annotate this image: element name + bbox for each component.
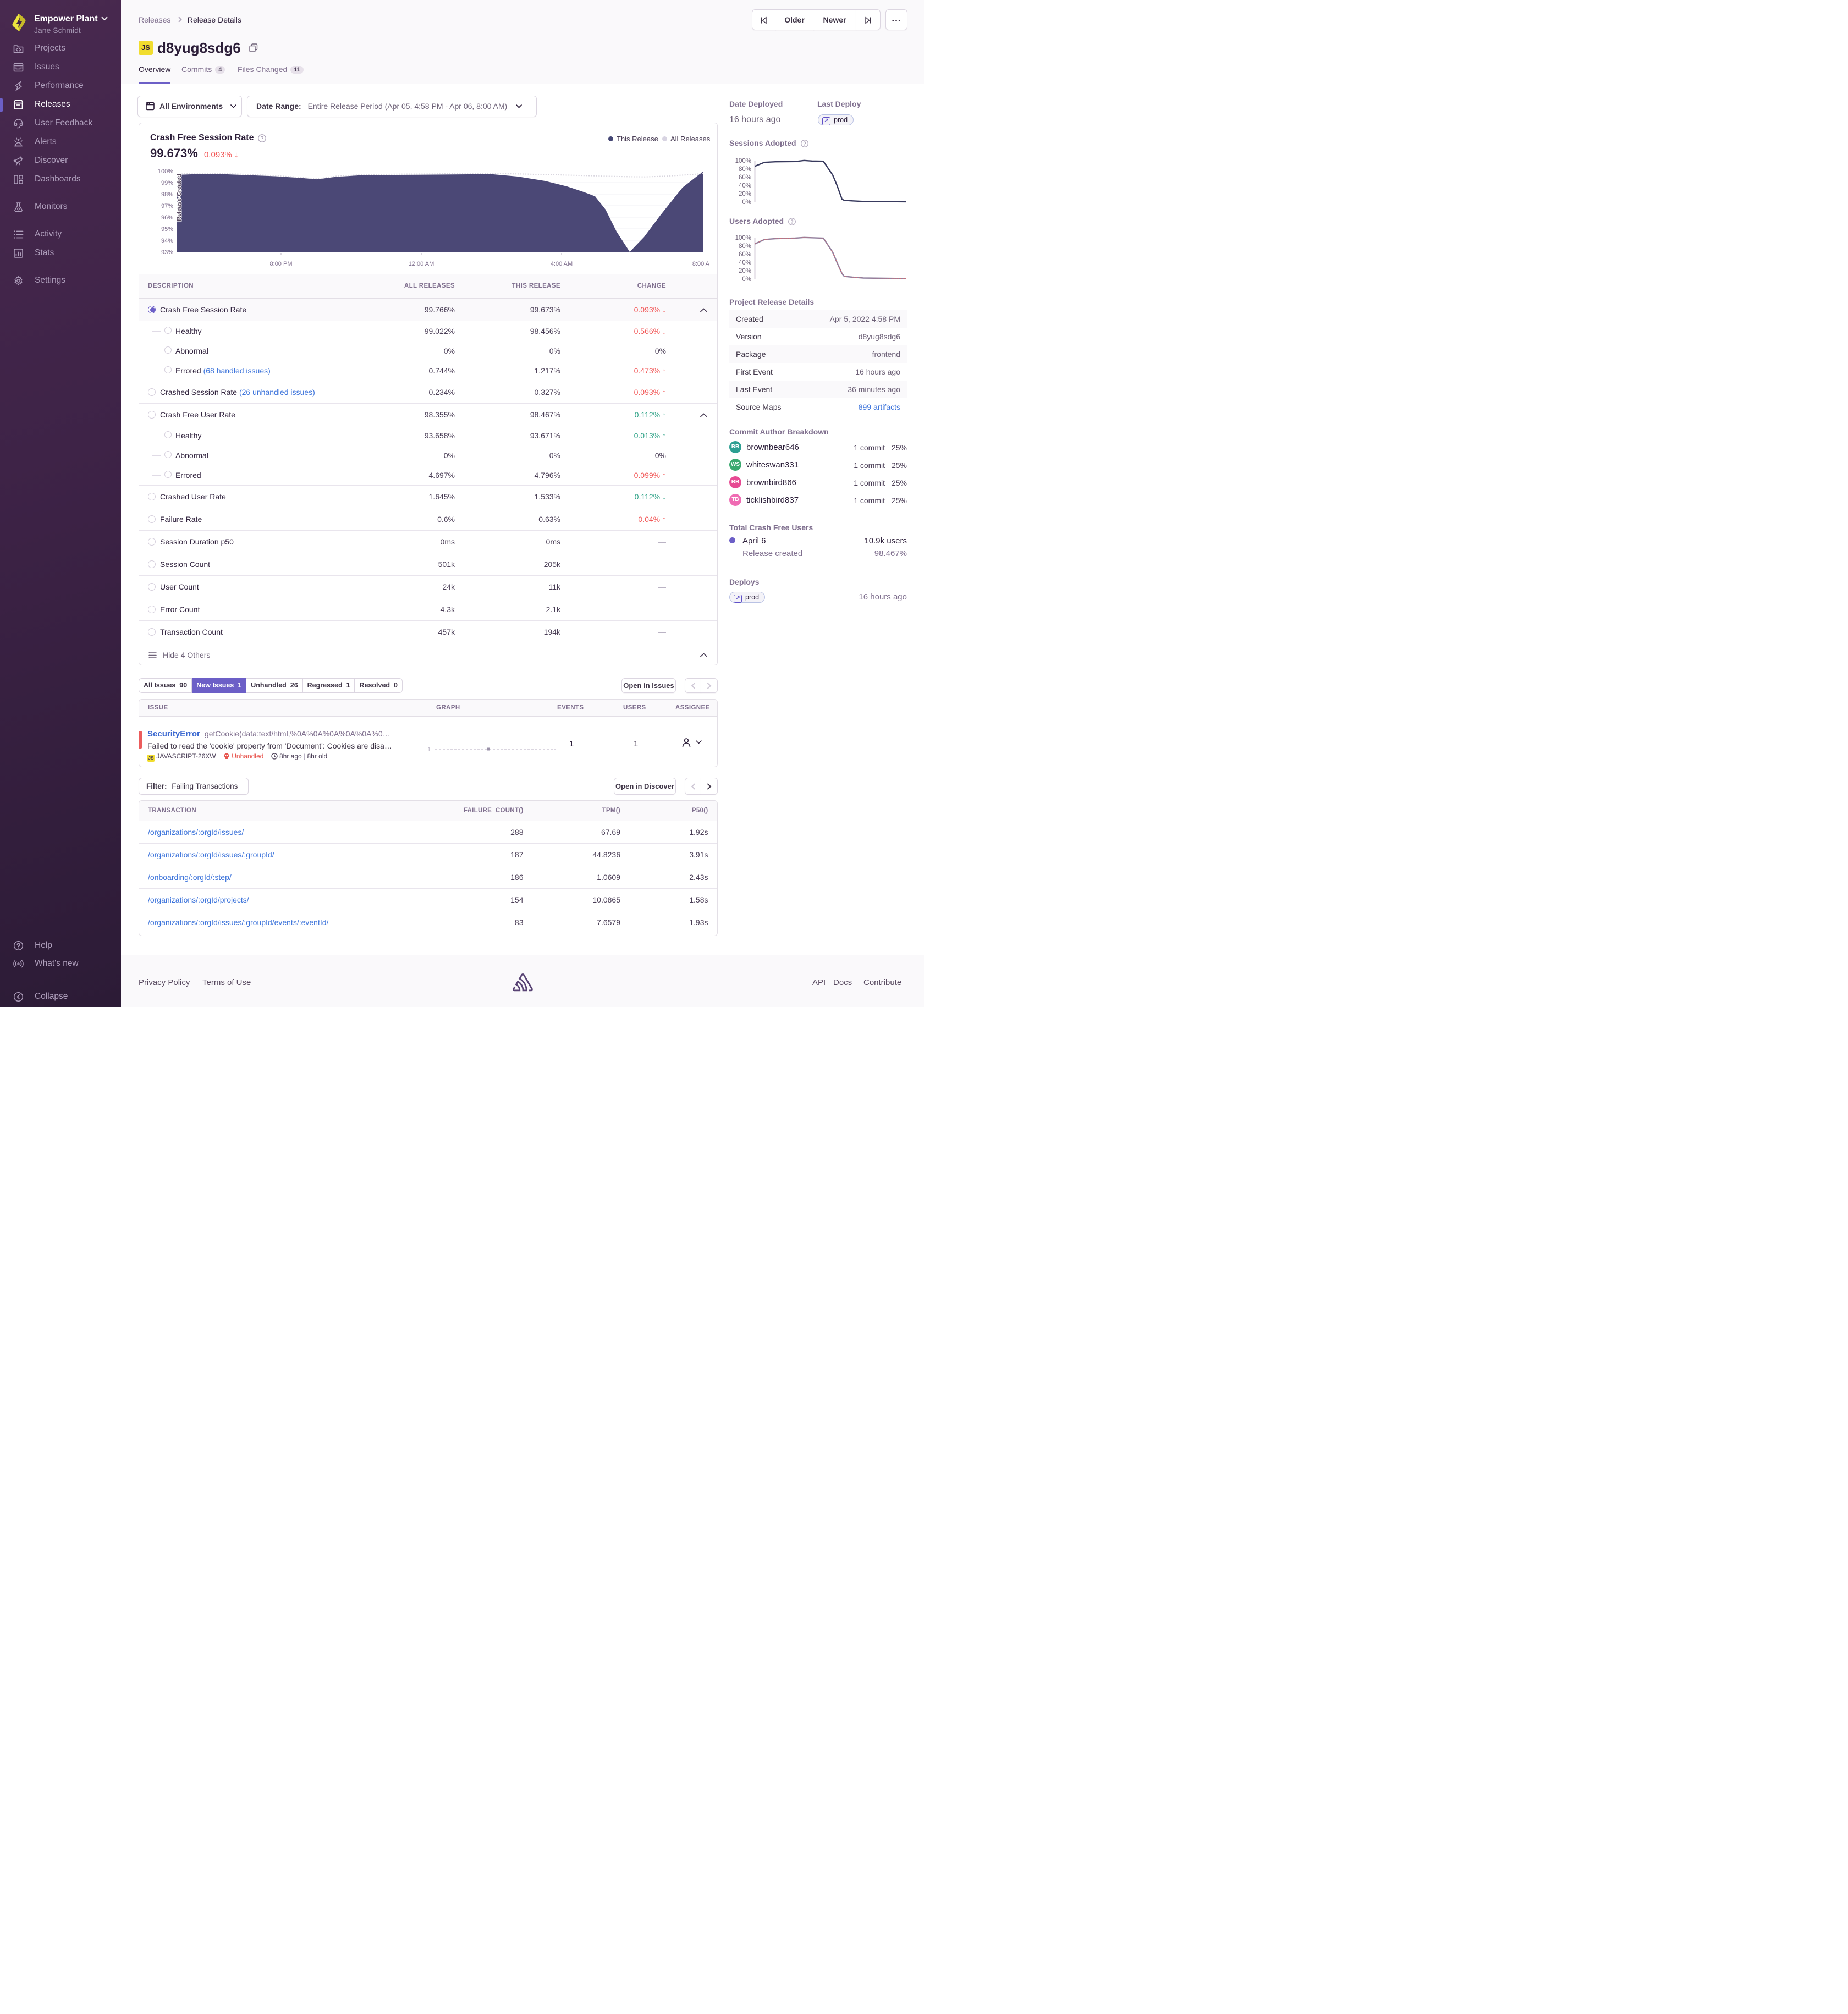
svg-text:Release Created: Release Created bbox=[176, 174, 183, 221]
svg-text:20%: 20% bbox=[739, 191, 751, 197]
svg-text:99%: 99% bbox=[161, 180, 173, 186]
svg-text:100%: 100% bbox=[735, 235, 751, 241]
svg-text:95%: 95% bbox=[161, 226, 173, 233]
svg-text:60%: 60% bbox=[739, 251, 751, 258]
svg-text:100%: 100% bbox=[735, 158, 751, 164]
svg-text:97%: 97% bbox=[161, 203, 173, 210]
svg-text:96%: 96% bbox=[161, 214, 173, 221]
svg-text:60%: 60% bbox=[739, 174, 751, 181]
svg-text:94%: 94% bbox=[161, 238, 173, 244]
svg-text:100%: 100% bbox=[158, 168, 173, 175]
svg-text:0%: 0% bbox=[742, 276, 751, 283]
svg-text:20%: 20% bbox=[739, 268, 751, 274]
svg-text:0%: 0% bbox=[742, 199, 751, 206]
svg-text:98%: 98% bbox=[161, 191, 173, 198]
svg-text:8:00 AM: 8:00 AM bbox=[692, 261, 710, 267]
svg-text:40%: 40% bbox=[739, 260, 751, 266]
svg-text:93%: 93% bbox=[161, 249, 173, 256]
svg-text:12:00 AM: 12:00 AM bbox=[409, 261, 434, 267]
svg-text:4:00 AM: 4:00 AM bbox=[551, 261, 573, 267]
svg-text:80%: 80% bbox=[739, 243, 751, 250]
svg-text:80%: 80% bbox=[739, 166, 751, 173]
svg-text:8:00 PM: 8:00 PM bbox=[270, 261, 293, 267]
svg-text:40%: 40% bbox=[739, 183, 751, 189]
